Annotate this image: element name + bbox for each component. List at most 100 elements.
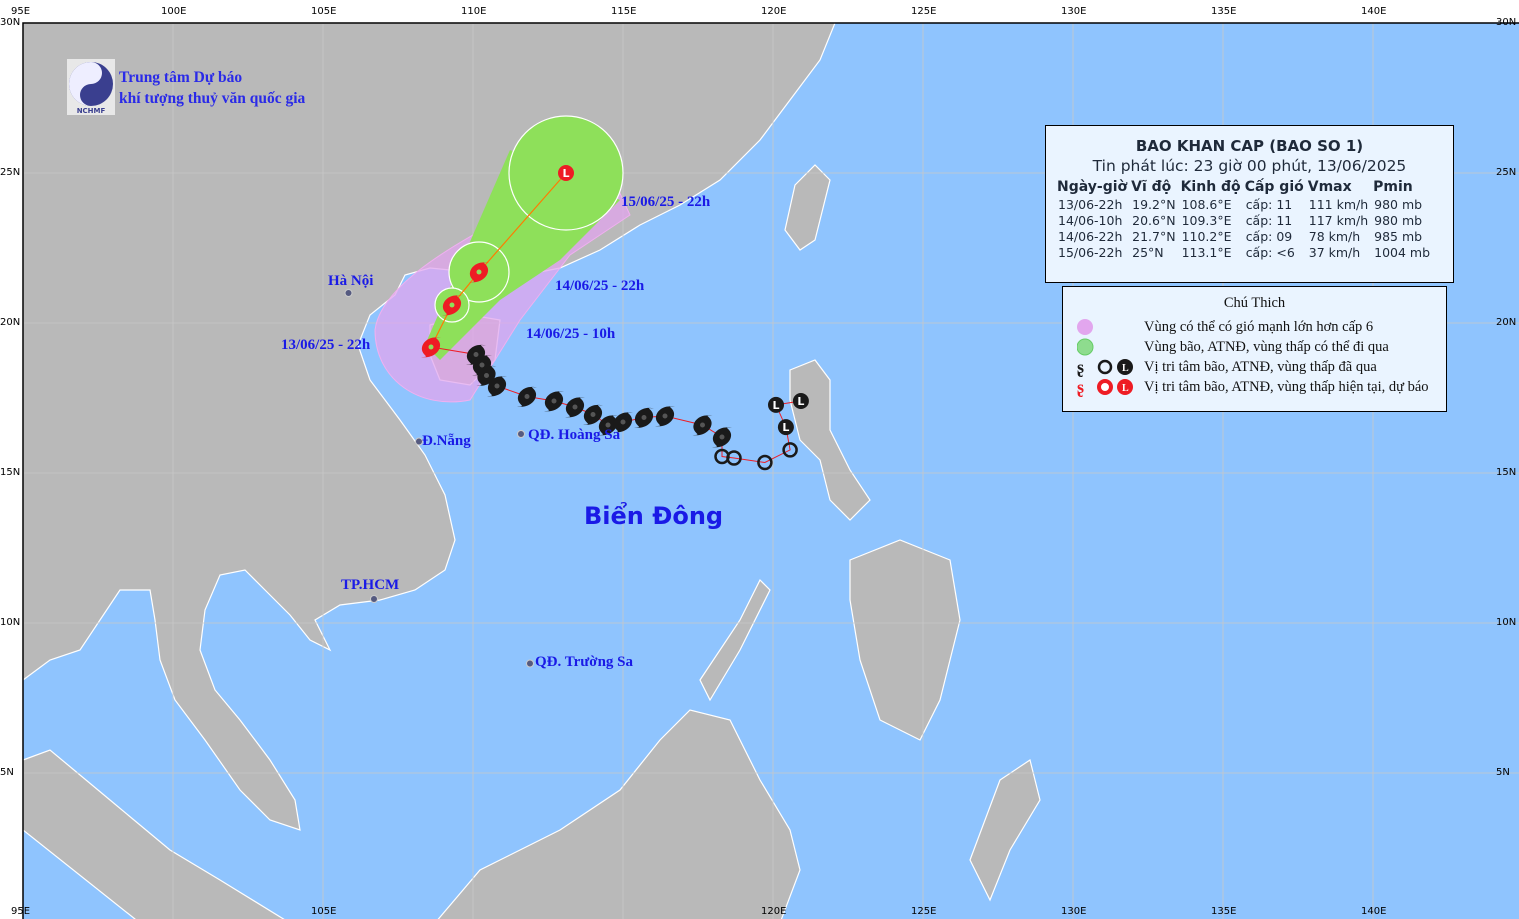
place-hcm: TP.HCM — [341, 577, 400, 593]
low-letter: L — [782, 421, 789, 434]
table-header: Ngày-giờ — [1057, 179, 1128, 195]
table-cell: 113.1°E — [1181, 245, 1232, 260]
lat-tick-right: 10N — [1496, 617, 1517, 628]
table-cell: 110.2°E — [1181, 229, 1232, 244]
table-cell: cấp: 11 — [1245, 197, 1293, 212]
storm-icon — [613, 412, 633, 433]
org-line1: Trung tâm Dự báo — [119, 69, 243, 86]
lat-tick-right: 20N — [1496, 317, 1517, 328]
svg-text:ʂ: ʂ — [1077, 357, 1084, 377]
lat-tick-right: 5N — [1496, 767, 1510, 778]
nchmf-logo: NCHMF — [67, 59, 115, 115]
table-cell: 109.3°E — [1181, 213, 1232, 228]
lon-tick-top: 115E — [611, 6, 637, 17]
organization-name: Trung tâm Dự báo khí tượng thuỷ văn quốc… — [119, 67, 305, 109]
place-dot — [517, 430, 525, 438]
storm-icon — [421, 337, 441, 358]
land-mindanao-visayas — [849, 539, 961, 741]
lat-tick-left: 25N — [0, 167, 21, 178]
storm-icon — [517, 386, 537, 407]
lat-tick-left: 10N — [0, 617, 21, 628]
table-cell: 1004 mb — [1374, 245, 1431, 260]
low-letter: L — [563, 167, 570, 180]
place-hoangsa: QĐ. Hoàng Sa — [528, 427, 621, 443]
storm-icon — [544, 391, 564, 412]
table-cell: 19.2°N — [1132, 197, 1176, 212]
low-letter: L — [797, 395, 804, 408]
legend-label: Vị tri tâm bão, ATNĐ, vùng thấp đã qua — [1144, 358, 1377, 375]
pink-circle-icon — [1077, 319, 1093, 335]
table-cell: 980 mb — [1374, 213, 1423, 228]
place-hanoi: Hà Nội — [328, 273, 374, 289]
table-header: Kinh độ — [1180, 179, 1241, 195]
table-cell: cấp: 11 — [1245, 213, 1293, 228]
lat-tick-right: 30N — [1496, 17, 1517, 28]
lon-tick-bottom: 120E — [761, 906, 787, 917]
lon-tick-bottom: 125E — [911, 906, 937, 917]
storm-icon — [469, 262, 489, 283]
land-luzon — [789, 359, 871, 521]
place-danang: Đ.Nẵng — [422, 433, 471, 449]
legend-item-wind-zone: Vùng có thể có gió mạnh lớn hơn cấp 6 — [1077, 317, 1373, 337]
land-sumatra — [22, 749, 285, 919]
lon-tick-top: 130E — [1061, 6, 1087, 17]
table-cell: cấp: 09 — [1245, 229, 1293, 244]
land-taiwan — [784, 164, 831, 251]
lat-tick-right: 15N — [1496, 467, 1517, 478]
table-header: Cấp gió — [1244, 179, 1304, 195]
table-cell: 117 km/h — [1308, 213, 1369, 228]
forecast-track-line — [430, 172, 567, 348]
lon-tick-top: 110E — [461, 6, 487, 17]
table-cell: 78 km/h — [1308, 229, 1361, 244]
lon-tick-bottom: 130E — [1061, 906, 1087, 917]
land-mainland-asia — [22, 22, 836, 831]
lat-tick-left: 30N — [0, 17, 21, 28]
low-pressure-icon — [558, 165, 574, 181]
table-header: Vmax — [1307, 179, 1352, 195]
storm-icon — [634, 407, 654, 428]
storm-icon — [655, 406, 675, 427]
table-row: 14/06-10h 20.6°N 109.3°E cấp: 11 117 km/h 980… — [1057, 213, 1435, 229]
table-cell: 14/06-10h — [1058, 213, 1123, 228]
bulletin-table: Ngày-giờ Vĩ độ Kinh độ Cấp gió Vmax Pmin 13/0… — [1057, 179, 1435, 261]
lon-tick-top: 140E — [1361, 6, 1387, 17]
land-palawan — [699, 578, 771, 702]
time-label-t1: 14/06/25 - 10h — [526, 326, 616, 342]
legend-label: Vùng có thể có gió mạnh lớn hơn cấp 6 — [1144, 318, 1374, 335]
table-row: 13/06-22h 19.2°N 108.6°E cấp: 11 111 km/h 980… — [1057, 197, 1435, 213]
storm-icon — [598, 415, 618, 436]
bulletin-box: BAO KHAN CAP (BAO SO 1) Tin phát lúc: 23… — [1045, 125, 1454, 283]
table-cell: 15/06-22h — [1058, 245, 1123, 260]
storm-icon — [712, 427, 732, 448]
storm-icon — [565, 397, 585, 418]
time-label-t3: 15/06/25 - 22h — [621, 194, 711, 210]
table-cell: 111 km/h — [1308, 197, 1369, 212]
storm-icon — [466, 344, 486, 365]
lat-tick-left: 15N — [0, 467, 21, 478]
table-cell: 980 mb — [1374, 197, 1423, 212]
table-cell: cấp: <6 — [1245, 245, 1295, 260]
svg-text:L: L — [1122, 383, 1129, 394]
legend-title: Chú Thich — [1223, 295, 1286, 311]
storm-icon — [692, 415, 713, 436]
lon-tick-top: 125E — [911, 6, 937, 17]
place-dot — [344, 289, 353, 297]
storm-icon — [442, 295, 462, 316]
svg-text:ʂ: ʂ — [1077, 377, 1084, 397]
depression-icon — [782, 442, 798, 458]
table-cell: 108.6°E — [1181, 197, 1232, 212]
table-header: Pmin — [1373, 179, 1413, 195]
lon-tick-bottom: 105E — [311, 906, 337, 917]
svg-text:NCHMF: NCHMF — [77, 107, 106, 115]
org-line2: khí tượng thuỷ văn quốc gia — [119, 90, 306, 107]
lat-tick-left: 5N — [0, 767, 14, 778]
lon-tick-top: 135E — [1211, 6, 1237, 17]
low-pressure-icon — [777, 419, 794, 436]
low-letter: L — [773, 399, 780, 412]
forecast-zones — [374, 115, 631, 403]
table-header: Vĩ độ — [1131, 179, 1172, 195]
